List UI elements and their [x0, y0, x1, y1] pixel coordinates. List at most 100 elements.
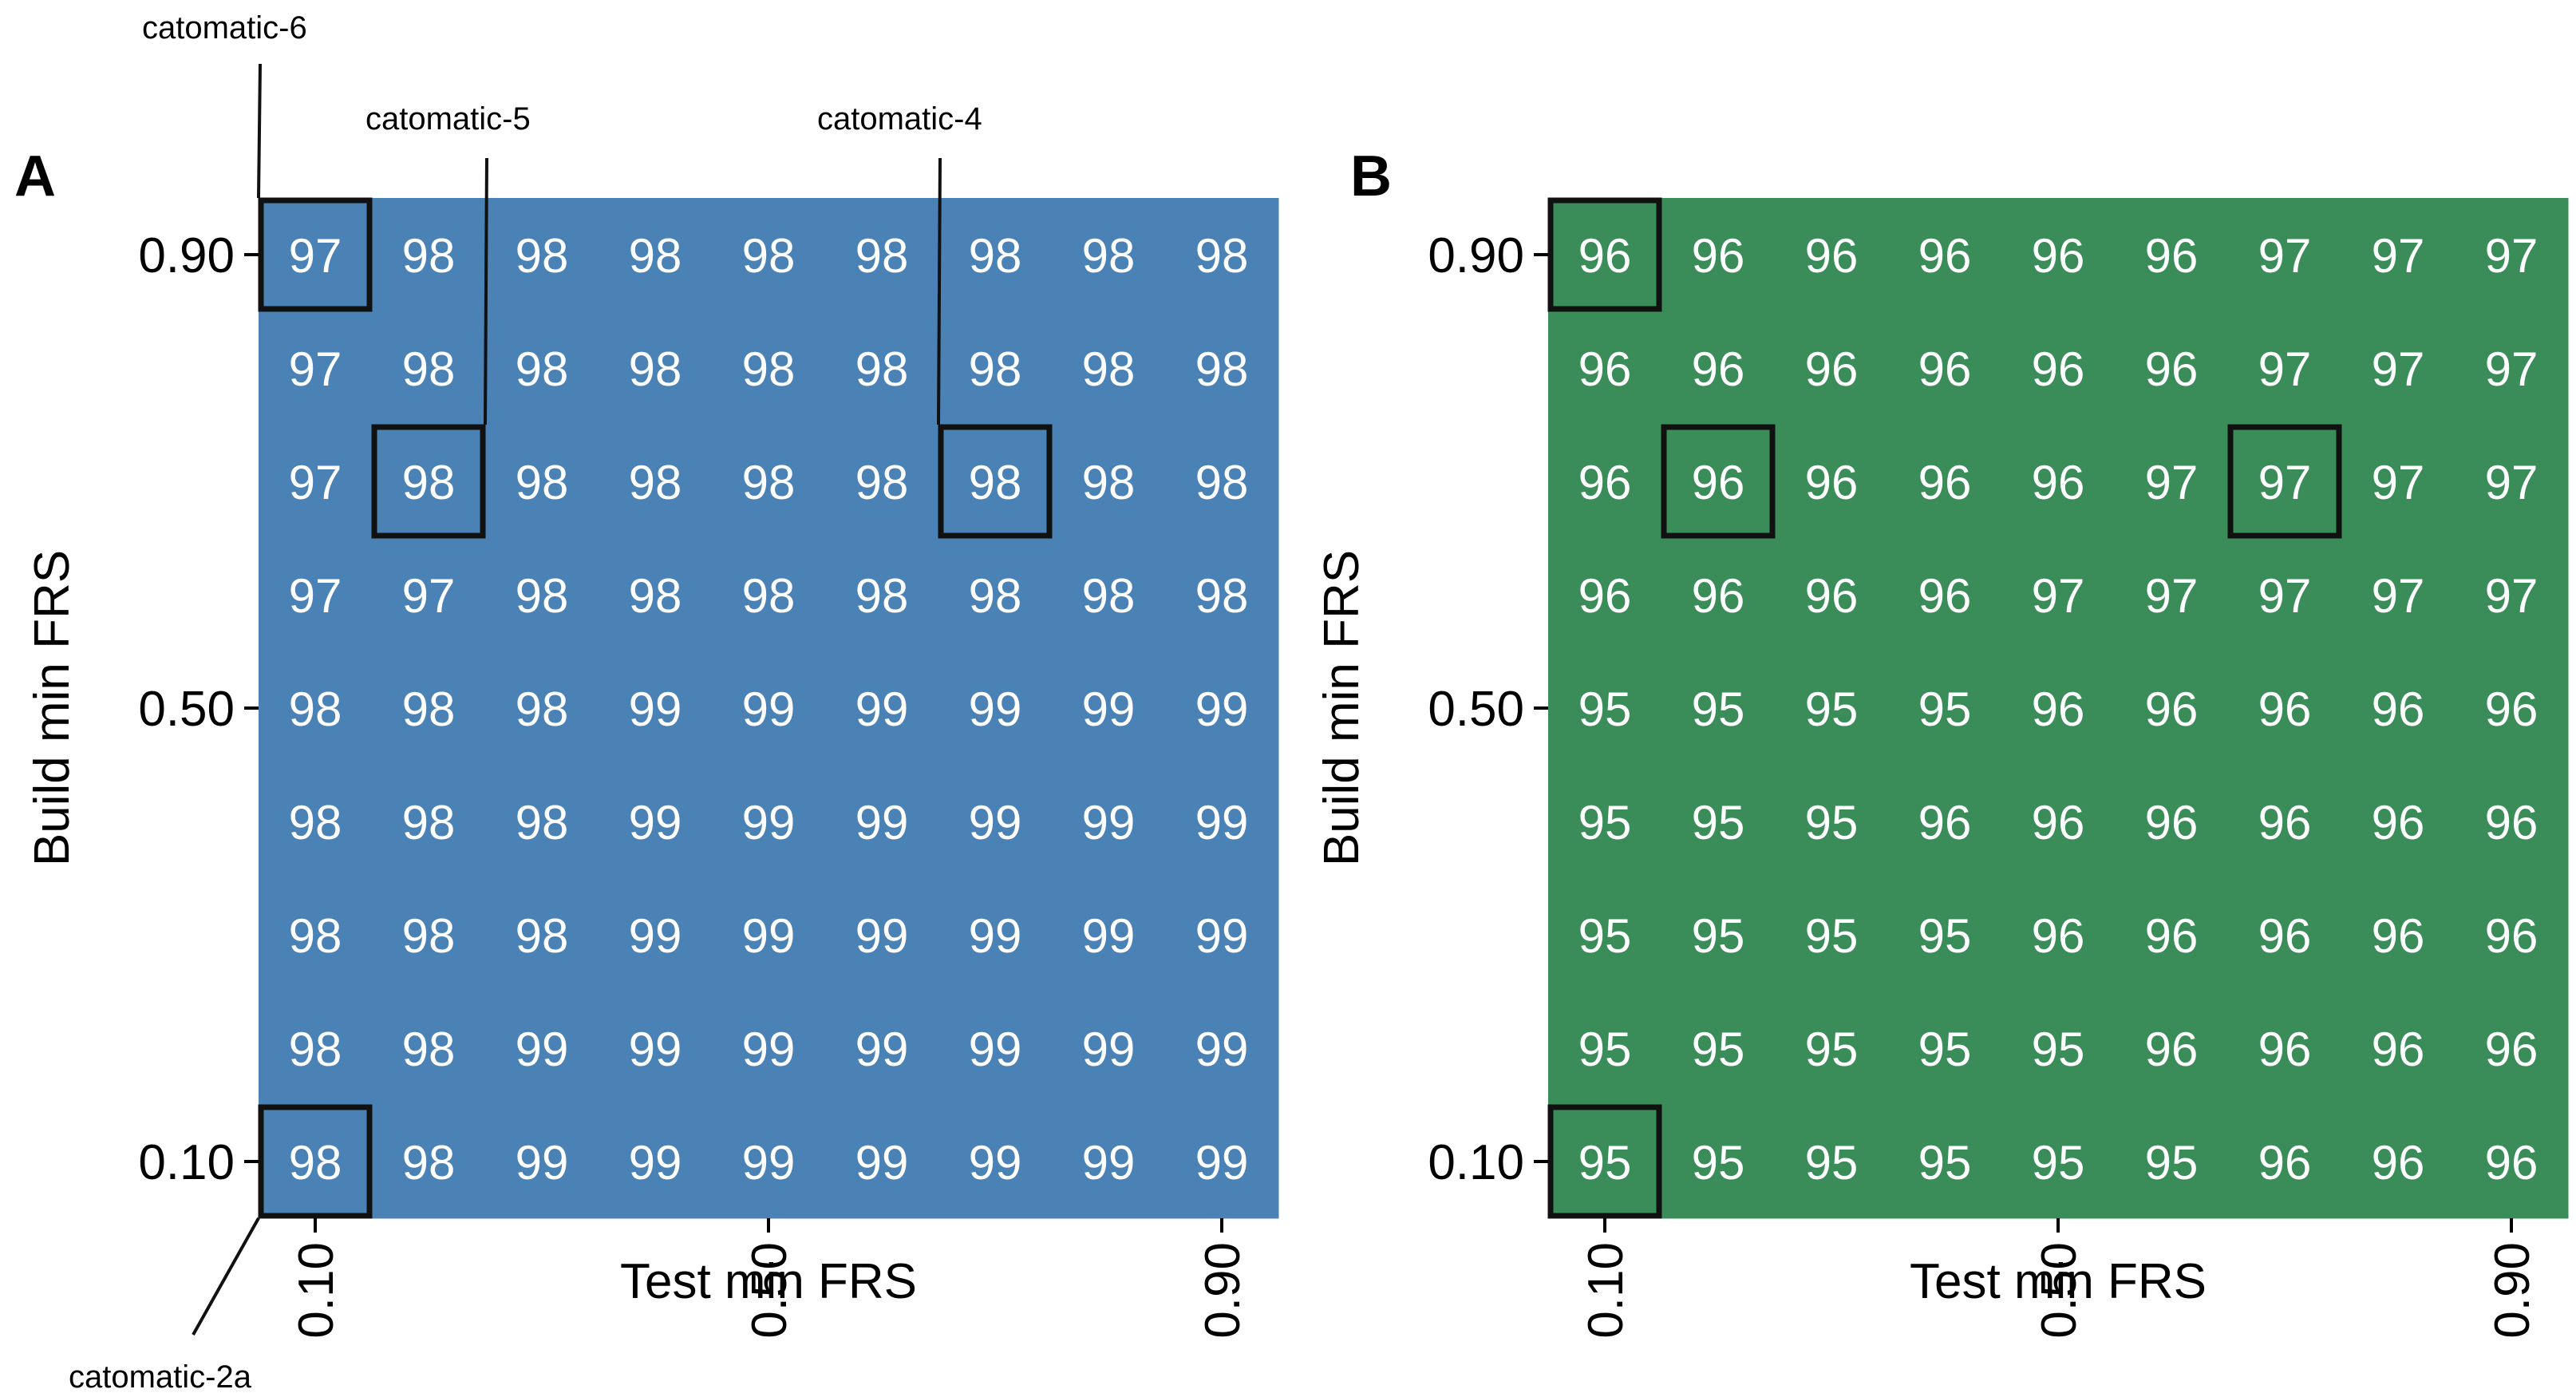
heatmap-cell	[938, 198, 1053, 312]
heatmap-cell-value: 97	[2485, 342, 2538, 396]
heatmap-cell-value: 98	[516, 456, 569, 509]
heatmap-cell-value: 98	[855, 569, 909, 623]
heatmap-cell	[825, 538, 939, 652]
heatmap-cell	[825, 765, 939, 879]
heatmap-cell	[1775, 991, 1889, 1106]
x-tick-label: 0.50	[742, 1242, 797, 1339]
heatmap-cell	[712, 991, 826, 1106]
heatmap-cell	[372, 651, 486, 766]
heatmap-cell	[485, 991, 599, 1106]
heatmap-cell-value: 99	[855, 796, 909, 849]
heatmap-cell-value: 98	[402, 1023, 456, 1076]
heatmap-cell-value: 96	[2032, 796, 2085, 849]
heatmap-cell-value: 95	[1578, 1023, 1632, 1076]
heatmap-cell-value: 99	[855, 1023, 909, 1076]
heatmap-cell	[2115, 198, 2229, 312]
heatmap-cell	[1661, 425, 1776, 539]
heatmap-cell	[2228, 198, 2342, 312]
heatmap-cell	[2115, 1105, 2229, 1219]
heatmap-cell	[825, 991, 939, 1106]
heatmap-cell	[259, 765, 373, 879]
heatmap-cell	[372, 425, 486, 539]
heatmap-cell-value: 96	[1578, 569, 1632, 623]
heatmap-cell-value: 95	[1692, 1023, 1745, 1076]
heatmap-cell	[1052, 1105, 1166, 1219]
heatmap-cell-value: 95	[1918, 1136, 1972, 1189]
heatmap-cell-value: 98	[1195, 342, 1249, 396]
x-tick-label: 0.90	[2485, 1242, 2540, 1339]
heatmap-cell	[2115, 991, 2229, 1106]
heatmap-cell	[2228, 538, 2342, 652]
y-tick-label: 0.90	[138, 228, 235, 283]
highlight-box	[938, 424, 1053, 539]
heatmap-cell	[825, 198, 939, 312]
heatmap-cell	[2001, 651, 2116, 766]
heatmap-cell-value: 96	[1692, 456, 1745, 509]
heatmap-cell	[825, 878, 939, 992]
heatmap-cell-value: 99	[855, 683, 909, 736]
heatmap-cell	[599, 765, 713, 879]
heatmap-cell-value: 98	[289, 909, 342, 963]
heatmap-cell	[2341, 1105, 2455, 1219]
heatmap-cell-value: 95	[1578, 683, 1632, 736]
heatmap-cell	[1052, 765, 1166, 879]
heatmap-cell-value: 98	[855, 342, 909, 396]
annotations: catomatic-6 catomatic-5 catomatic-4 catomat…	[69, 10, 982, 1395]
heatmap-cell-value: 99	[629, 796, 682, 849]
heatmap-cell-value: 99	[1195, 1136, 1249, 1189]
heatmap-cell-value: 98	[629, 569, 682, 623]
heatmap-cell	[2341, 198, 2455, 312]
heatmap-cell	[2455, 991, 2569, 1106]
heatmap-cell	[2341, 878, 2455, 992]
heatmap-cell	[2001, 198, 2116, 312]
heatmap-cell-value: 97	[2145, 456, 2199, 509]
heatmap-cell-value: 96	[2485, 796, 2538, 849]
heatmap-cell	[1165, 538, 1279, 652]
highlight-box	[2227, 424, 2342, 539]
heatmap-cell-value: 98	[855, 229, 909, 283]
heatmap-cell-value: 99	[855, 1136, 909, 1189]
heatmap-cell-value: 99	[1082, 1023, 1136, 1076]
heatmap-cell	[2228, 425, 2342, 539]
heatmap-cell-value: 98	[1082, 569, 1136, 623]
heatmap-cell	[2001, 991, 2116, 1106]
heatmap-cell	[938, 765, 1053, 879]
heatmap-cell-value: 98	[402, 683, 456, 736]
heatmap-cell-value: 98	[1082, 342, 1136, 396]
heatmap-cell	[1888, 878, 2002, 992]
heatmap-cell-value: 96	[1805, 456, 1859, 509]
heatmap-cell-value: 97	[289, 456, 342, 509]
heatmap-cell-value: 99	[1195, 796, 1249, 849]
heatmap-cell-value: 96	[2372, 1023, 2425, 1076]
heatmap-cell-value: 98	[629, 342, 682, 396]
heatmap-cell-value: 99	[629, 1023, 682, 1076]
heatmap-cell-value: 98	[516, 229, 569, 283]
heatmap-cell	[825, 311, 939, 425]
heatmap-cell-value: 98	[402, 1136, 456, 1189]
heatmap-cell-value: 99	[1195, 683, 1249, 736]
heatmap-cell	[1775, 651, 1889, 766]
heatmap-cell	[372, 198, 486, 312]
panel-a-x-axis-label: Test min FRS	[620, 1254, 917, 1309]
heatmap-cell-value: 96	[2258, 909, 2312, 963]
heatmap-cell	[599, 651, 713, 766]
heatmap-cell-value: 96	[2485, 909, 2538, 963]
x-tick-label: 0.10	[1578, 1242, 1634, 1339]
heatmap-cell-value: 98	[402, 456, 456, 509]
heatmap-cell-value: 98	[629, 456, 682, 509]
heatmap-cell-value: 98	[742, 342, 796, 396]
heatmap-cell	[1052, 991, 1166, 1106]
heatmap-cell-value: 96	[1805, 229, 1859, 283]
heatmap-cell	[1165, 311, 1279, 425]
heatmap-cell	[825, 651, 939, 766]
heatmap-cell	[1888, 198, 2002, 312]
heatmap-cell	[1775, 1105, 1889, 1219]
heatmap-cell-value: 96	[1918, 796, 1972, 849]
heatmap-cell	[259, 991, 373, 1106]
heatmap-cell-value: 96	[1692, 229, 1745, 283]
heatmap-cell-value: 96	[2145, 796, 2199, 849]
heatmap-cell	[1888, 651, 2002, 766]
heatmap-cell	[1548, 1105, 1662, 1219]
heatmap-cell	[712, 765, 826, 879]
heatmap-cell-value: 98	[629, 229, 682, 283]
